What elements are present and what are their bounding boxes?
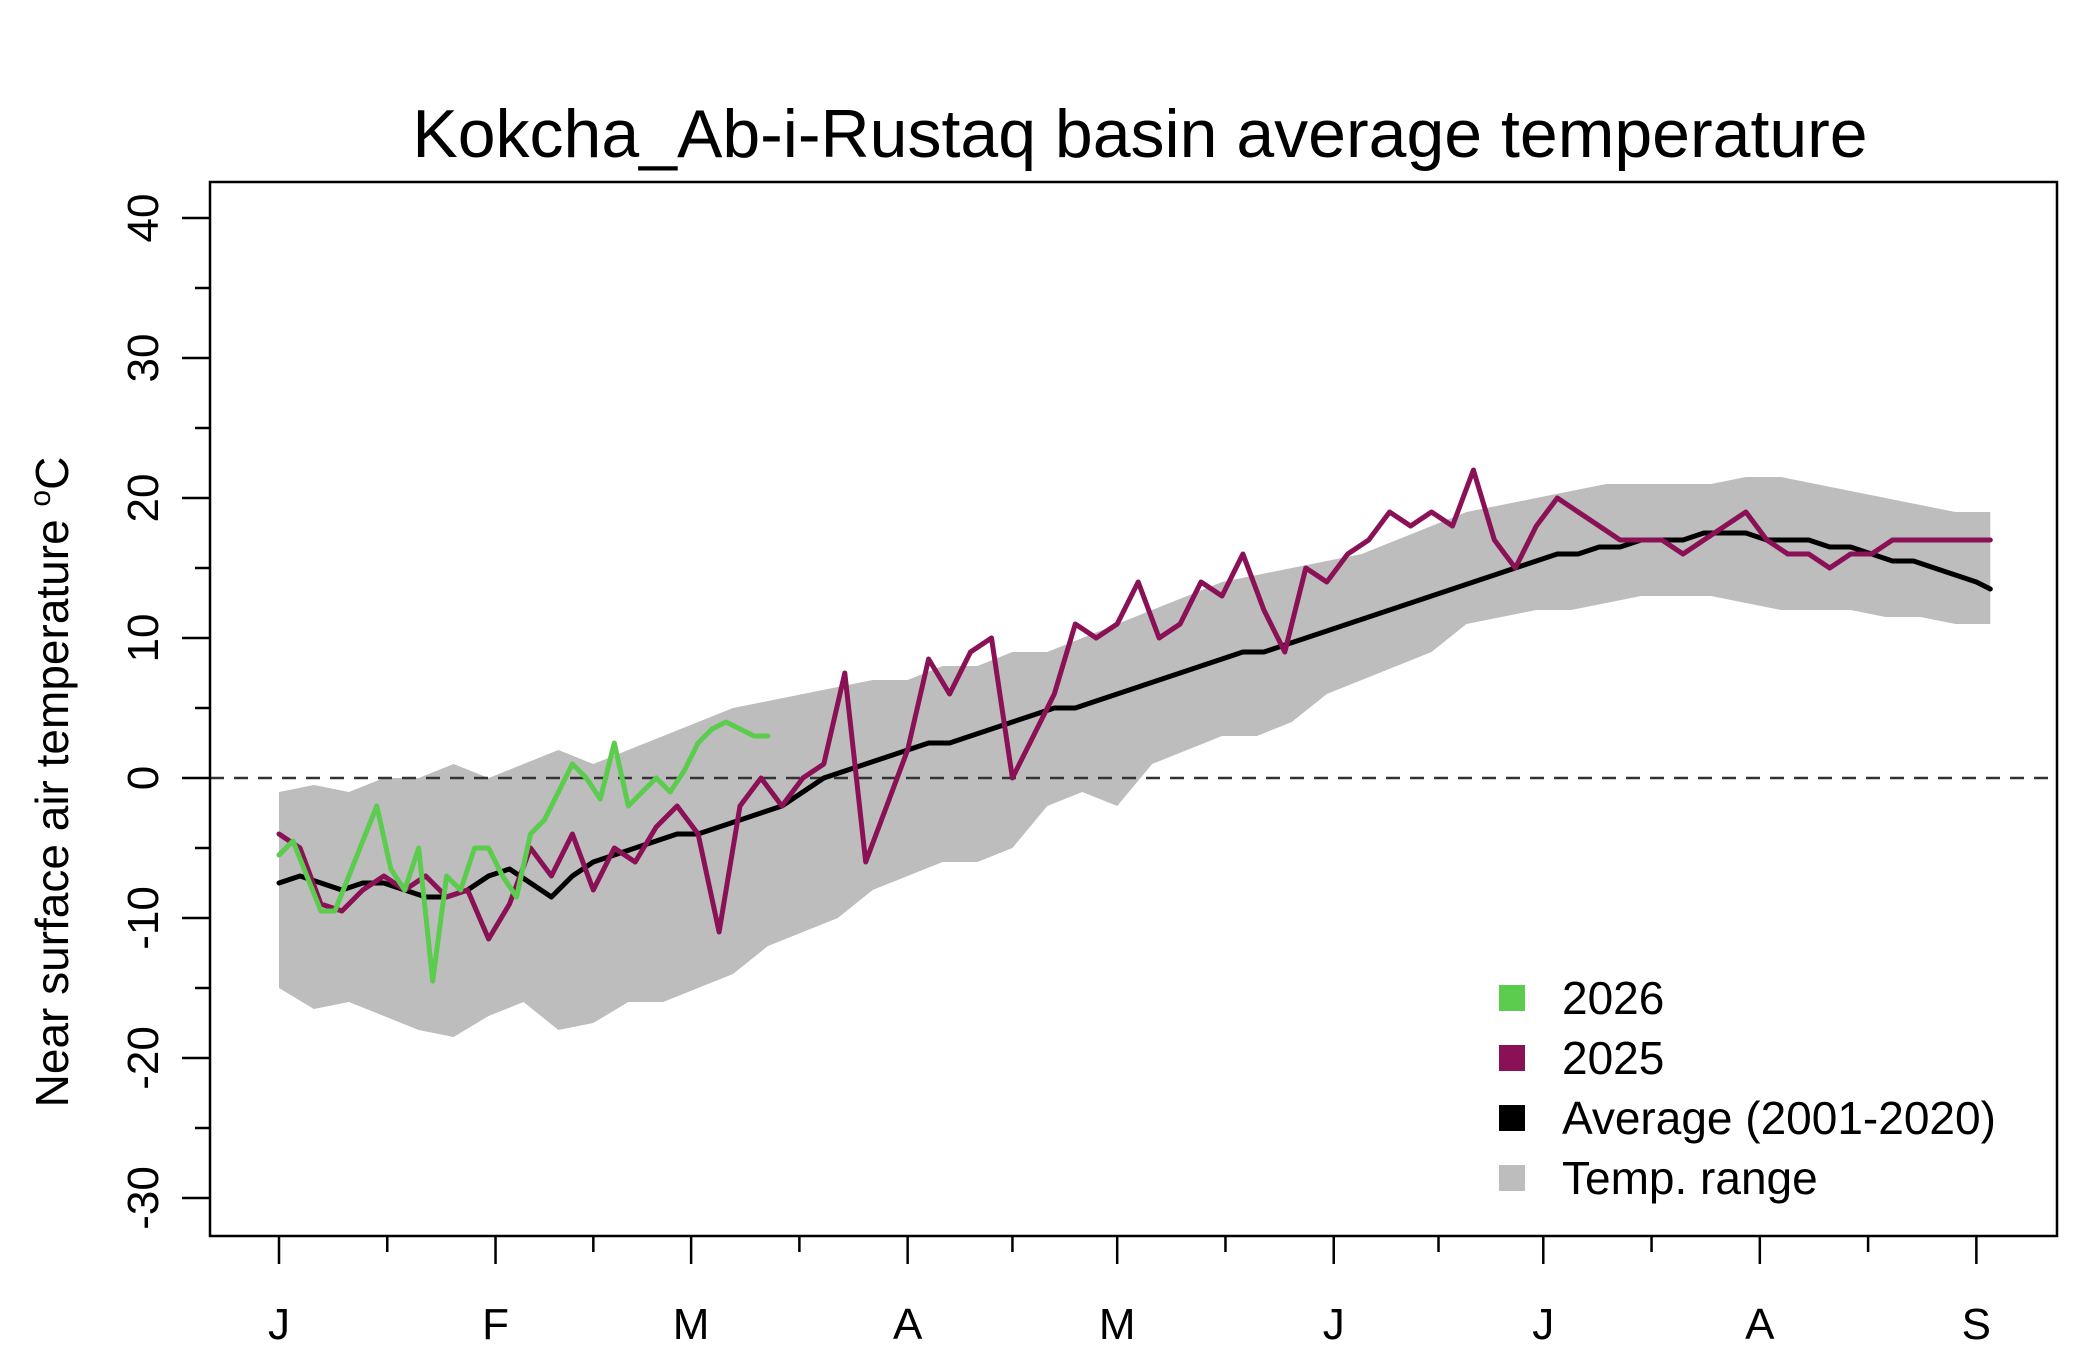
legend-label-average-2001-2020: Average (2001-2020) <box>1562 1092 1996 1144</box>
y-tick-label: 20 <box>119 474 168 523</box>
y-tick-label: 0 <box>119 766 168 790</box>
temp-range-band <box>279 477 1991 1037</box>
legend-swatch-temp-range <box>1499 1165 1525 1191</box>
y-axis-label-main: Near surface air temperature <box>26 507 78 1108</box>
legend-swatch-average-2001-2020 <box>1499 1105 1525 1131</box>
axes: -30 -20 -10 0 10 20 30 40 J F M A M J J A S <box>119 180 2059 1349</box>
x-tick-label: A <box>1745 1300 1775 1349</box>
x-tick-label: J <box>268 1300 290 1349</box>
x-tick-label: A <box>893 1300 923 1349</box>
y-tick-label: -20 <box>119 1026 168 1090</box>
y-tick-label: 30 <box>119 334 168 383</box>
y-axis-label-superscript: o <box>24 490 57 507</box>
y-tick-label: -10 <box>119 886 168 950</box>
chart-title: Kokcha_Ab-i-Rustaq basin average tempera… <box>412 96 1867 172</box>
x-tick-label: F <box>482 1300 509 1349</box>
series-line-2026 <box>276 719 771 984</box>
x-tick-label: S <box>1962 1300 1991 1349</box>
y-axis-label: Near surface air temperature oC <box>24 457 78 1108</box>
legend: 2026 2025 Average (2001-2020) Temp. range <box>1499 972 1996 1204</box>
x-tick-label: M <box>1099 1300 1136 1349</box>
x-tick-label: M <box>673 1300 710 1349</box>
x-tick-label: J <box>1532 1300 1554 1349</box>
legend-label-2025: 2025 <box>1562 1032 1664 1084</box>
legend-label-2026: 2026 <box>1562 972 1664 1024</box>
y-tick-label: 40 <box>119 194 168 243</box>
y-axis-label-unit: C <box>26 457 78 490</box>
legend-swatch-2025 <box>1499 1045 1525 1071</box>
x-tick-label: J <box>1323 1300 1345 1349</box>
legend-label-temp-range: Temp. range <box>1562 1152 1818 1204</box>
plot-area <box>210 467 2057 1037</box>
legend-swatch-2026 <box>1499 985 1525 1011</box>
y-tick-label: 10 <box>119 614 168 663</box>
series-line-2025 <box>276 467 1993 942</box>
y-tick-label: -30 <box>119 1166 168 1230</box>
